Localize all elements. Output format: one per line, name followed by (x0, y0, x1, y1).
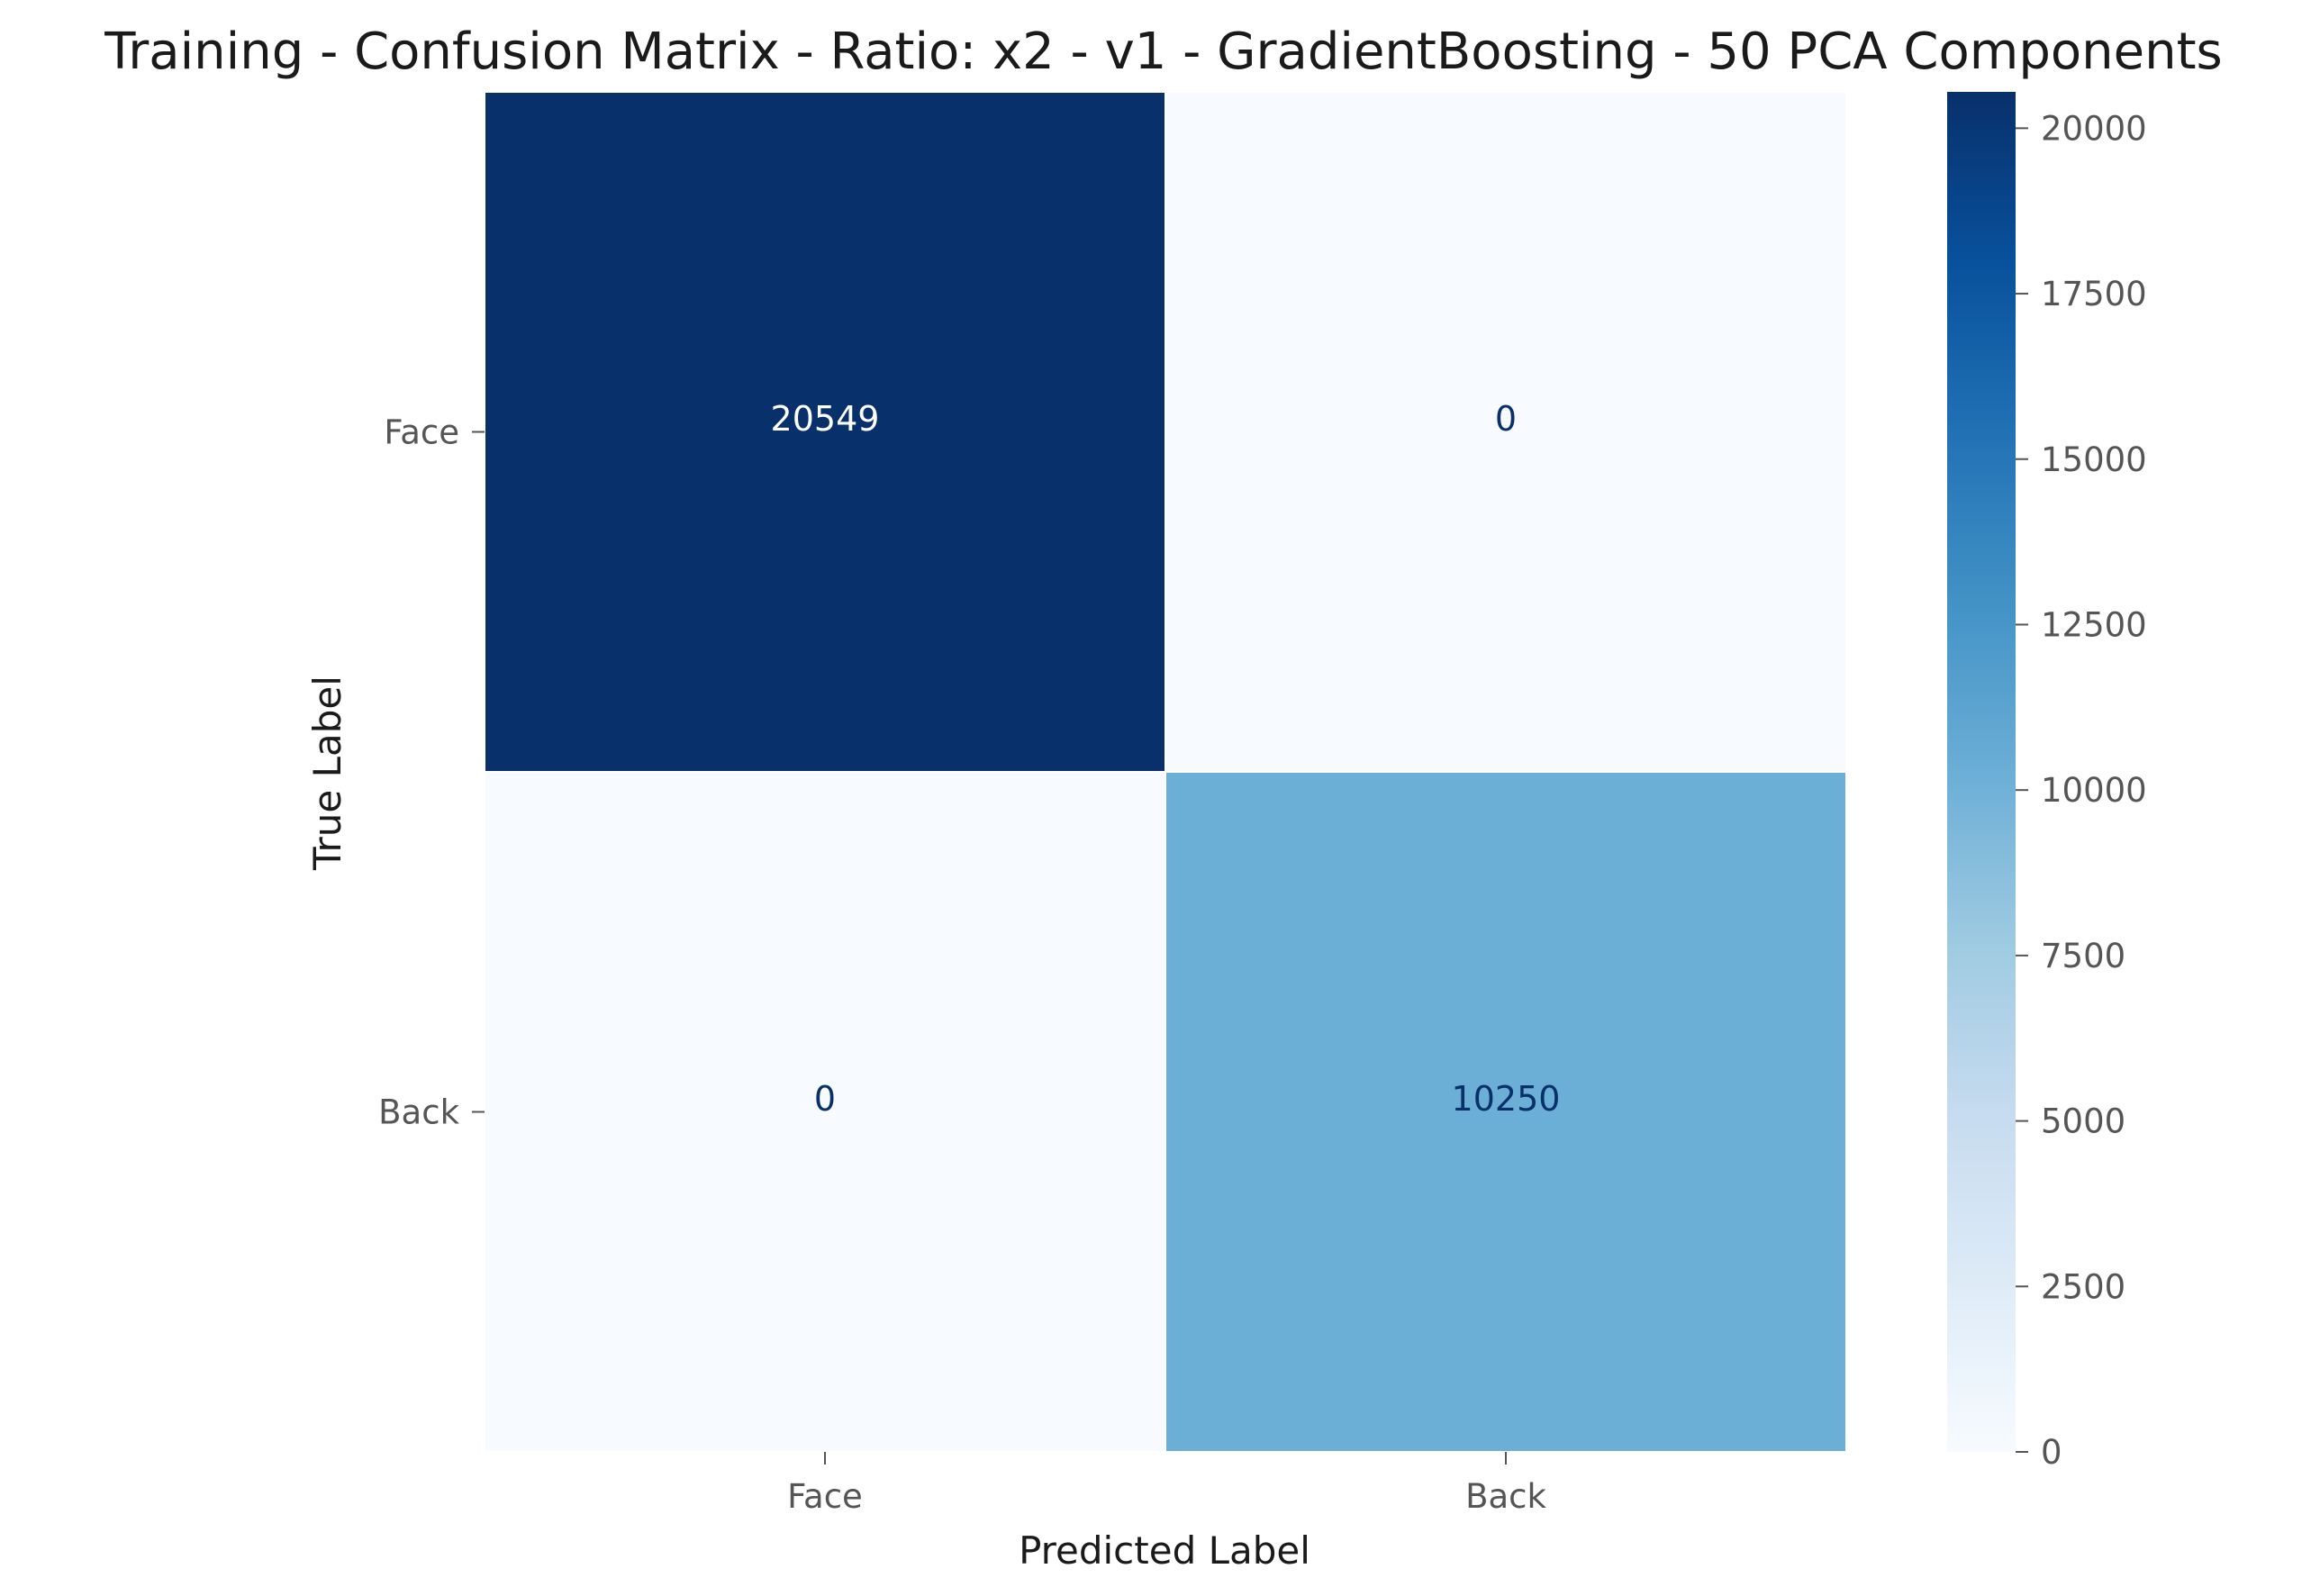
cell-value-label: 10250 (1452, 1079, 1561, 1119)
colorbar-tick-label: 5000 (2041, 1102, 2125, 1141)
heatmap-cell (484, 91, 1166, 773)
chart-title: Training - Confusion Matrix - Ratio: x2 … (104, 23, 2222, 81)
colorbar-tick-label: 12500 (2041, 605, 2147, 644)
colorbar-tick-label: 0 (2041, 1433, 2062, 1472)
heatmap-cell (484, 771, 1166, 1453)
y-tick-label: Back (378, 1093, 459, 1132)
colorbar (1947, 92, 2016, 1452)
colorbar-tick-label: 15000 (2041, 440, 2147, 479)
y-tick-label: Face (384, 413, 459, 452)
colorbar-ticks: 0 2500 5000 7500 10000 12500 15000 17500 20000 (2016, 109, 2147, 1472)
cell-value-label: 0 (814, 1079, 836, 1119)
x-axis-label: Predicted Label (1019, 1528, 1310, 1573)
heatmap-cell (1165, 91, 1847, 773)
y-axis-ticks: Face Back (378, 413, 485, 1132)
x-axis-ticks: Face Back (787, 1452, 1546, 1516)
x-tick-label: Back (1465, 1477, 1546, 1516)
y-axis-label: True Label (305, 676, 349, 871)
colorbar-tick-label: 20000 (2041, 109, 2147, 148)
cell-value-label: 0 (1495, 399, 1517, 439)
heatmap-cell-labels: 20549 0 0 10250 (771, 399, 1561, 1119)
heatmap-cell (1165, 771, 1847, 1453)
heatmap-cells (484, 91, 1847, 1453)
colorbar-tick-label: 2500 (2041, 1267, 2125, 1306)
x-tick-label: Face (787, 1477, 863, 1516)
colorbar-tick-label: 10000 (2041, 771, 2147, 810)
cell-value-label: 20549 (771, 399, 880, 439)
colorbar-tick-label: 17500 (2041, 275, 2147, 313)
colorbar-tick-label: 7500 (2041, 937, 2125, 975)
